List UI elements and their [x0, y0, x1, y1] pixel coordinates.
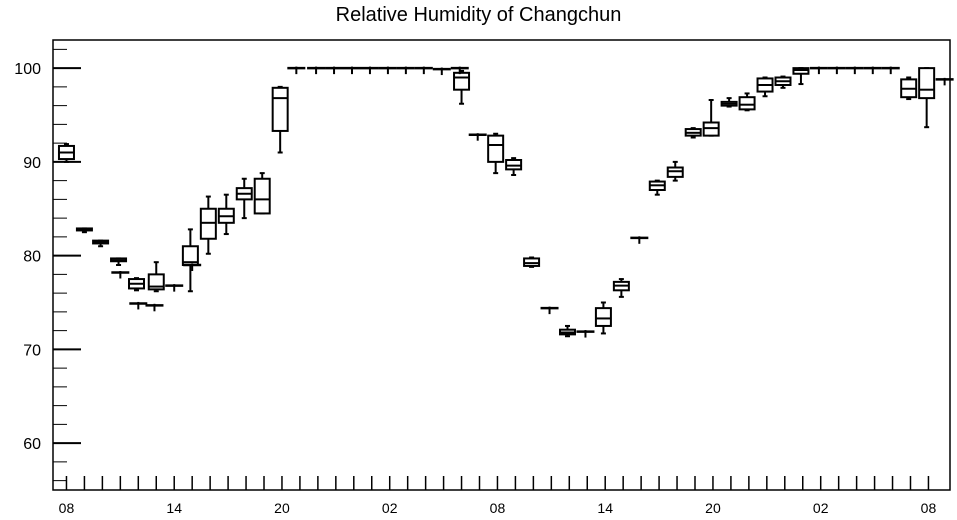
box-glyph — [75, 227, 93, 234]
box-iqr — [594, 307, 612, 327]
x-tick-label: 20 — [705, 500, 721, 516]
flat-mark — [827, 66, 846, 75]
box-glyph — [181, 228, 199, 293]
box-glyph — [702, 99, 720, 137]
flat-mark — [360, 66, 379, 75]
x-tick-label: 08 — [921, 500, 937, 516]
box-glyph — [235, 177, 253, 220]
flat-mark — [468, 133, 487, 141]
flat-mark — [378, 66, 397, 75]
flat-mark — [540, 306, 559, 315]
box-glyph — [453, 69, 471, 105]
flat-mark — [183, 263, 202, 271]
flat-mark — [845, 66, 864, 75]
box-iqr — [487, 134, 505, 163]
flat-mark — [396, 66, 415, 75]
x-tick-label: 08 — [490, 500, 506, 516]
x-tick-label: 20 — [274, 500, 290, 516]
flat-mark — [935, 77, 954, 86]
box-glyph — [756, 76, 774, 98]
box-glyph — [684, 127, 702, 139]
box-glyph — [110, 257, 128, 266]
flat-mark — [881, 66, 900, 75]
box-iqr — [271, 86, 289, 132]
axes-layer — [52, 39, 951, 491]
x-tick-label: 14 — [597, 500, 613, 516]
box-glyph — [648, 179, 666, 196]
box-glyph — [217, 193, 235, 236]
flat-mark — [450, 66, 469, 75]
box-iqr — [738, 96, 756, 111]
labels-layer: 60 70 80 90 100 08 14 20 02 08 14 20 02 08 — [14, 61, 936, 516]
box-glyph — [147, 261, 165, 293]
flat-mark — [287, 66, 306, 75]
flat-mark — [307, 66, 326, 75]
x-tick-label: 08 — [59, 500, 75, 516]
box-iqr — [253, 177, 271, 215]
flat-mark — [576, 330, 595, 338]
box-glyph — [57, 143, 75, 163]
box-glyph — [774, 75, 792, 89]
box-glyph — [523, 256, 541, 268]
box-glyph — [92, 239, 110, 248]
y-tick-label: 90 — [23, 155, 41, 172]
box-glyph — [792, 67, 810, 86]
flat-mark — [145, 303, 164, 312]
x-tick-label: 02 — [382, 500, 398, 516]
box-glyph — [720, 97, 738, 108]
x-tick-label: 02 — [813, 500, 829, 516]
box-glyph — [199, 195, 217, 255]
flat-mark — [414, 66, 433, 75]
box-glyph — [738, 92, 756, 112]
box-glyph — [505, 157, 523, 176]
y-tick-label: 100 — [14, 61, 41, 78]
box-glyph — [666, 160, 684, 182]
flat-mark — [165, 284, 184, 292]
box-glyph — [900, 76, 918, 101]
box-iqr — [918, 67, 936, 100]
y-tick-label: 60 — [23, 436, 41, 453]
flat-mark — [325, 66, 344, 75]
box-glyph — [918, 67, 936, 129]
box-glyph — [253, 172, 271, 215]
x-tick-label: 14 — [166, 500, 182, 516]
flat-mark — [432, 67, 451, 76]
box-glyph — [612, 278, 630, 298]
box-glyph — [487, 132, 505, 175]
flat-mark — [129, 301, 148, 310]
box-glyph — [558, 324, 576, 338]
plot-frame — [52, 39, 951, 491]
box-glyph — [128, 277, 146, 292]
flat-mark — [343, 66, 361, 75]
flat-mark — [863, 66, 882, 75]
flat-mark — [630, 236, 649, 244]
flat-mark — [111, 271, 130, 279]
box-glyph — [594, 301, 612, 335]
chart-title: Relative Humidity of Changchun — [335, 4, 622, 26]
y-tick-label: 70 — [23, 342, 41, 359]
flat-mark — [809, 66, 828, 75]
marks-layer — [57, 66, 954, 338]
box-glyph — [271, 85, 289, 154]
box-iqr — [453, 71, 471, 91]
y-tick-label: 80 — [23, 249, 41, 266]
